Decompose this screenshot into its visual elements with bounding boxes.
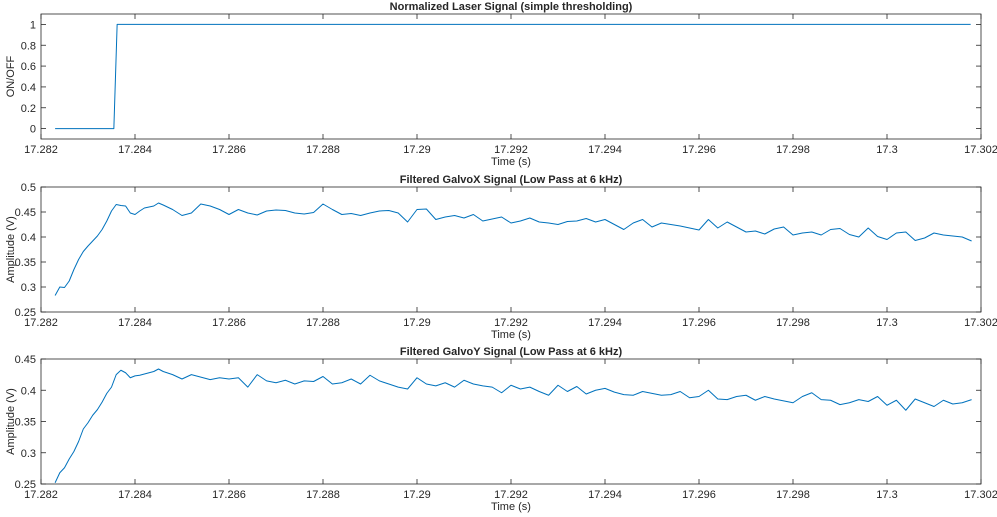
- axes-box: [40, 13, 982, 140]
- x-tick-label: 17.292: [494, 317, 528, 329]
- y-axis-label: Amplitude (V): [5, 216, 17, 283]
- x-tick-label: 17.296: [682, 489, 716, 501]
- y-tick-label: 0.4: [21, 385, 36, 397]
- x-tick-label: 17.302: [964, 144, 997, 156]
- y-tick-label: 0.25: [15, 307, 36, 319]
- y-tick-label: 0.6: [21, 61, 36, 73]
- x-tick-label: 17.282: [24, 489, 58, 501]
- x-tick-label: 17.284: [118, 489, 152, 501]
- x-tick-label: 17.288: [306, 144, 340, 156]
- x-tick-label: 17.302: [964, 489, 997, 501]
- x-tick-label: 17.286: [212, 489, 246, 501]
- y-tick-label: 0.5: [21, 182, 36, 194]
- x-tick-label: 17.296: [682, 144, 716, 156]
- x-tick-label: 17.286: [212, 144, 246, 156]
- y-tick-label: 0.35: [15, 257, 36, 269]
- chart-title: Normalized Laser Signal (simple threshol…: [390, 1, 633, 13]
- x-tick-label: 17.294: [588, 317, 622, 329]
- x-tick-label: 17.282: [24, 144, 58, 156]
- x-tick-label: 17.3: [876, 489, 897, 501]
- x-tick-label: 17.286: [212, 317, 246, 329]
- axes-box: [40, 358, 982, 485]
- x-tick-label: 17.3: [876, 144, 897, 156]
- y-tick-label: 0.45: [15, 207, 36, 219]
- chart-title: Filtered GalvoX Signal (Low Pass at 6 kH…: [400, 174, 623, 186]
- x-tick-label: 17.284: [118, 317, 152, 329]
- x-tick-label: 17.296: [682, 317, 716, 329]
- x-axis-label: Time (s): [491, 156, 531, 168]
- chart-panel-1: 17.282 17.284 17.286 17.288 17.29 17.292 17.29…: [5, 1, 997, 168]
- y-tick-label: 0.45: [15, 354, 36, 366]
- x-tick-label: 17.292: [494, 489, 528, 501]
- x-tick-label: 17.298: [776, 317, 810, 329]
- y-tick-label: 0.3: [21, 282, 36, 294]
- x-tick-label: 17.29: [403, 489, 431, 501]
- x-tick-label: 17.3: [876, 317, 897, 329]
- chart-title: Filtered GalvoY Signal (Low Pass at 6 kH…: [400, 346, 623, 358]
- y-tick-label: 0.8: [21, 40, 36, 52]
- x-tick-label: 17.29: [403, 317, 431, 329]
- y-axis-label: Amplitude (V): [5, 388, 17, 455]
- x-tick-label: 17.288: [306, 317, 340, 329]
- x-axis-label: Time (s): [491, 501, 531, 513]
- y-tick-label: 0.25: [15, 479, 36, 491]
- series-line: [55, 23, 971, 130]
- chart-panel-3: 17.282 17.284 17.286 17.288 17.29 17.292 17.29…: [5, 346, 997, 513]
- y-tick-label: 0.35: [15, 417, 36, 429]
- chart-panel-2: 17.282 17.284 17.286 17.288 17.29 17.292 17.29…: [5, 174, 997, 341]
- x-tick-label: 17.288: [306, 489, 340, 501]
- x-tick-label: 17.294: [588, 144, 622, 156]
- series-line: [54, 202, 972, 296]
- axes-box: [40, 186, 982, 313]
- x-tick-label: 17.298: [776, 489, 810, 501]
- y-tick-label: 0.2: [21, 103, 36, 115]
- x-tick-label: 17.282: [24, 317, 58, 329]
- series-line: [54, 368, 972, 483]
- x-axis-label: Time (s): [491, 329, 531, 341]
- y-axis-label: ON/OFF: [5, 55, 17, 97]
- x-tick-label: 17.292: [494, 144, 528, 156]
- y-tick-label: 0: [30, 124, 36, 136]
- y-tick-label: 1: [30, 19, 36, 31]
- x-tick-label: 17.29: [403, 144, 431, 156]
- x-tick-label: 17.302: [964, 317, 997, 329]
- y-tick-label: 0.4: [21, 82, 36, 94]
- x-tick-label: 17.298: [776, 144, 810, 156]
- x-tick-label: 17.294: [588, 489, 622, 501]
- y-tick-label: 0.4: [21, 232, 36, 244]
- y-tick-label: 0.3: [21, 448, 36, 460]
- x-tick-label: 17.284: [118, 144, 152, 156]
